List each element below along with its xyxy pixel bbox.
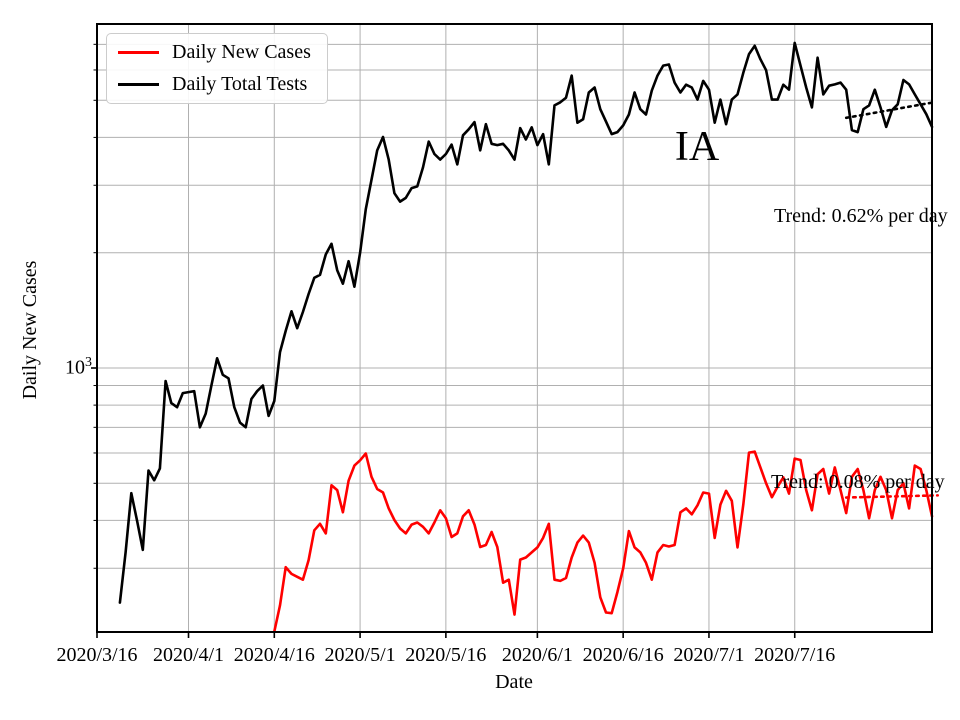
x-tick-label: 2020/4/16 <box>233 644 315 666</box>
plot-border <box>96 23 933 633</box>
x-axis-label: Date <box>495 671 533 693</box>
series-line-daily-new-cases <box>272 450 934 633</box>
x-tick-label: 2020/5/16 <box>405 644 487 666</box>
x-tick-label: 2020/6/16 <box>582 644 664 666</box>
x-tick-label: 2020/7/16 <box>754 644 836 666</box>
red-line-swatch-icon <box>118 50 159 54</box>
x-tick-label: 2020/6/1 <box>501 644 573 666</box>
black-line-swatch-icon <box>118 83 159 87</box>
x-tick-label: 2020/3/16 <box>56 644 138 666</box>
trend-lines <box>844 101 940 499</box>
series-line-daily-total-tests <box>118 41 934 604</box>
trend-dotted-line-daily-new-cases <box>844 494 940 499</box>
state-label: IA <box>674 124 720 170</box>
cases-trend-annotation: Trend: 0.08% per day <box>771 471 945 493</box>
data-series <box>118 41 934 633</box>
y-axis-label: Daily New Cases <box>19 260 41 400</box>
tests-trend-annotation: Trend: 0.62% per day <box>774 205 948 227</box>
legend-item-daily-new-cases: Daily New Cases <box>107 41 327 64</box>
legend-item-daily-total-tests: Daily Total Tests <box>107 73 327 96</box>
y-tick-label-1000: 103 <box>52 356 92 378</box>
x-tick-label: 2020/4/1 <box>152 644 225 666</box>
legend-label-daily-new-cases: Daily New Cases <box>172 40 311 63</box>
y-tick-base: 10 <box>65 356 85 379</box>
y-tick-exponent: 3 <box>85 355 92 370</box>
gridlines <box>96 24 932 632</box>
x-tick-label: 2020/5/1 <box>324 644 396 666</box>
legend: Daily New Cases Daily Total Tests <box>106 33 328 104</box>
x-tick-label: 2020/7/1 <box>673 644 745 666</box>
trend-dotted-line-daily-total-tests <box>844 101 934 120</box>
legend-label-daily-total-tests: Daily Total Tests <box>172 73 308 96</box>
